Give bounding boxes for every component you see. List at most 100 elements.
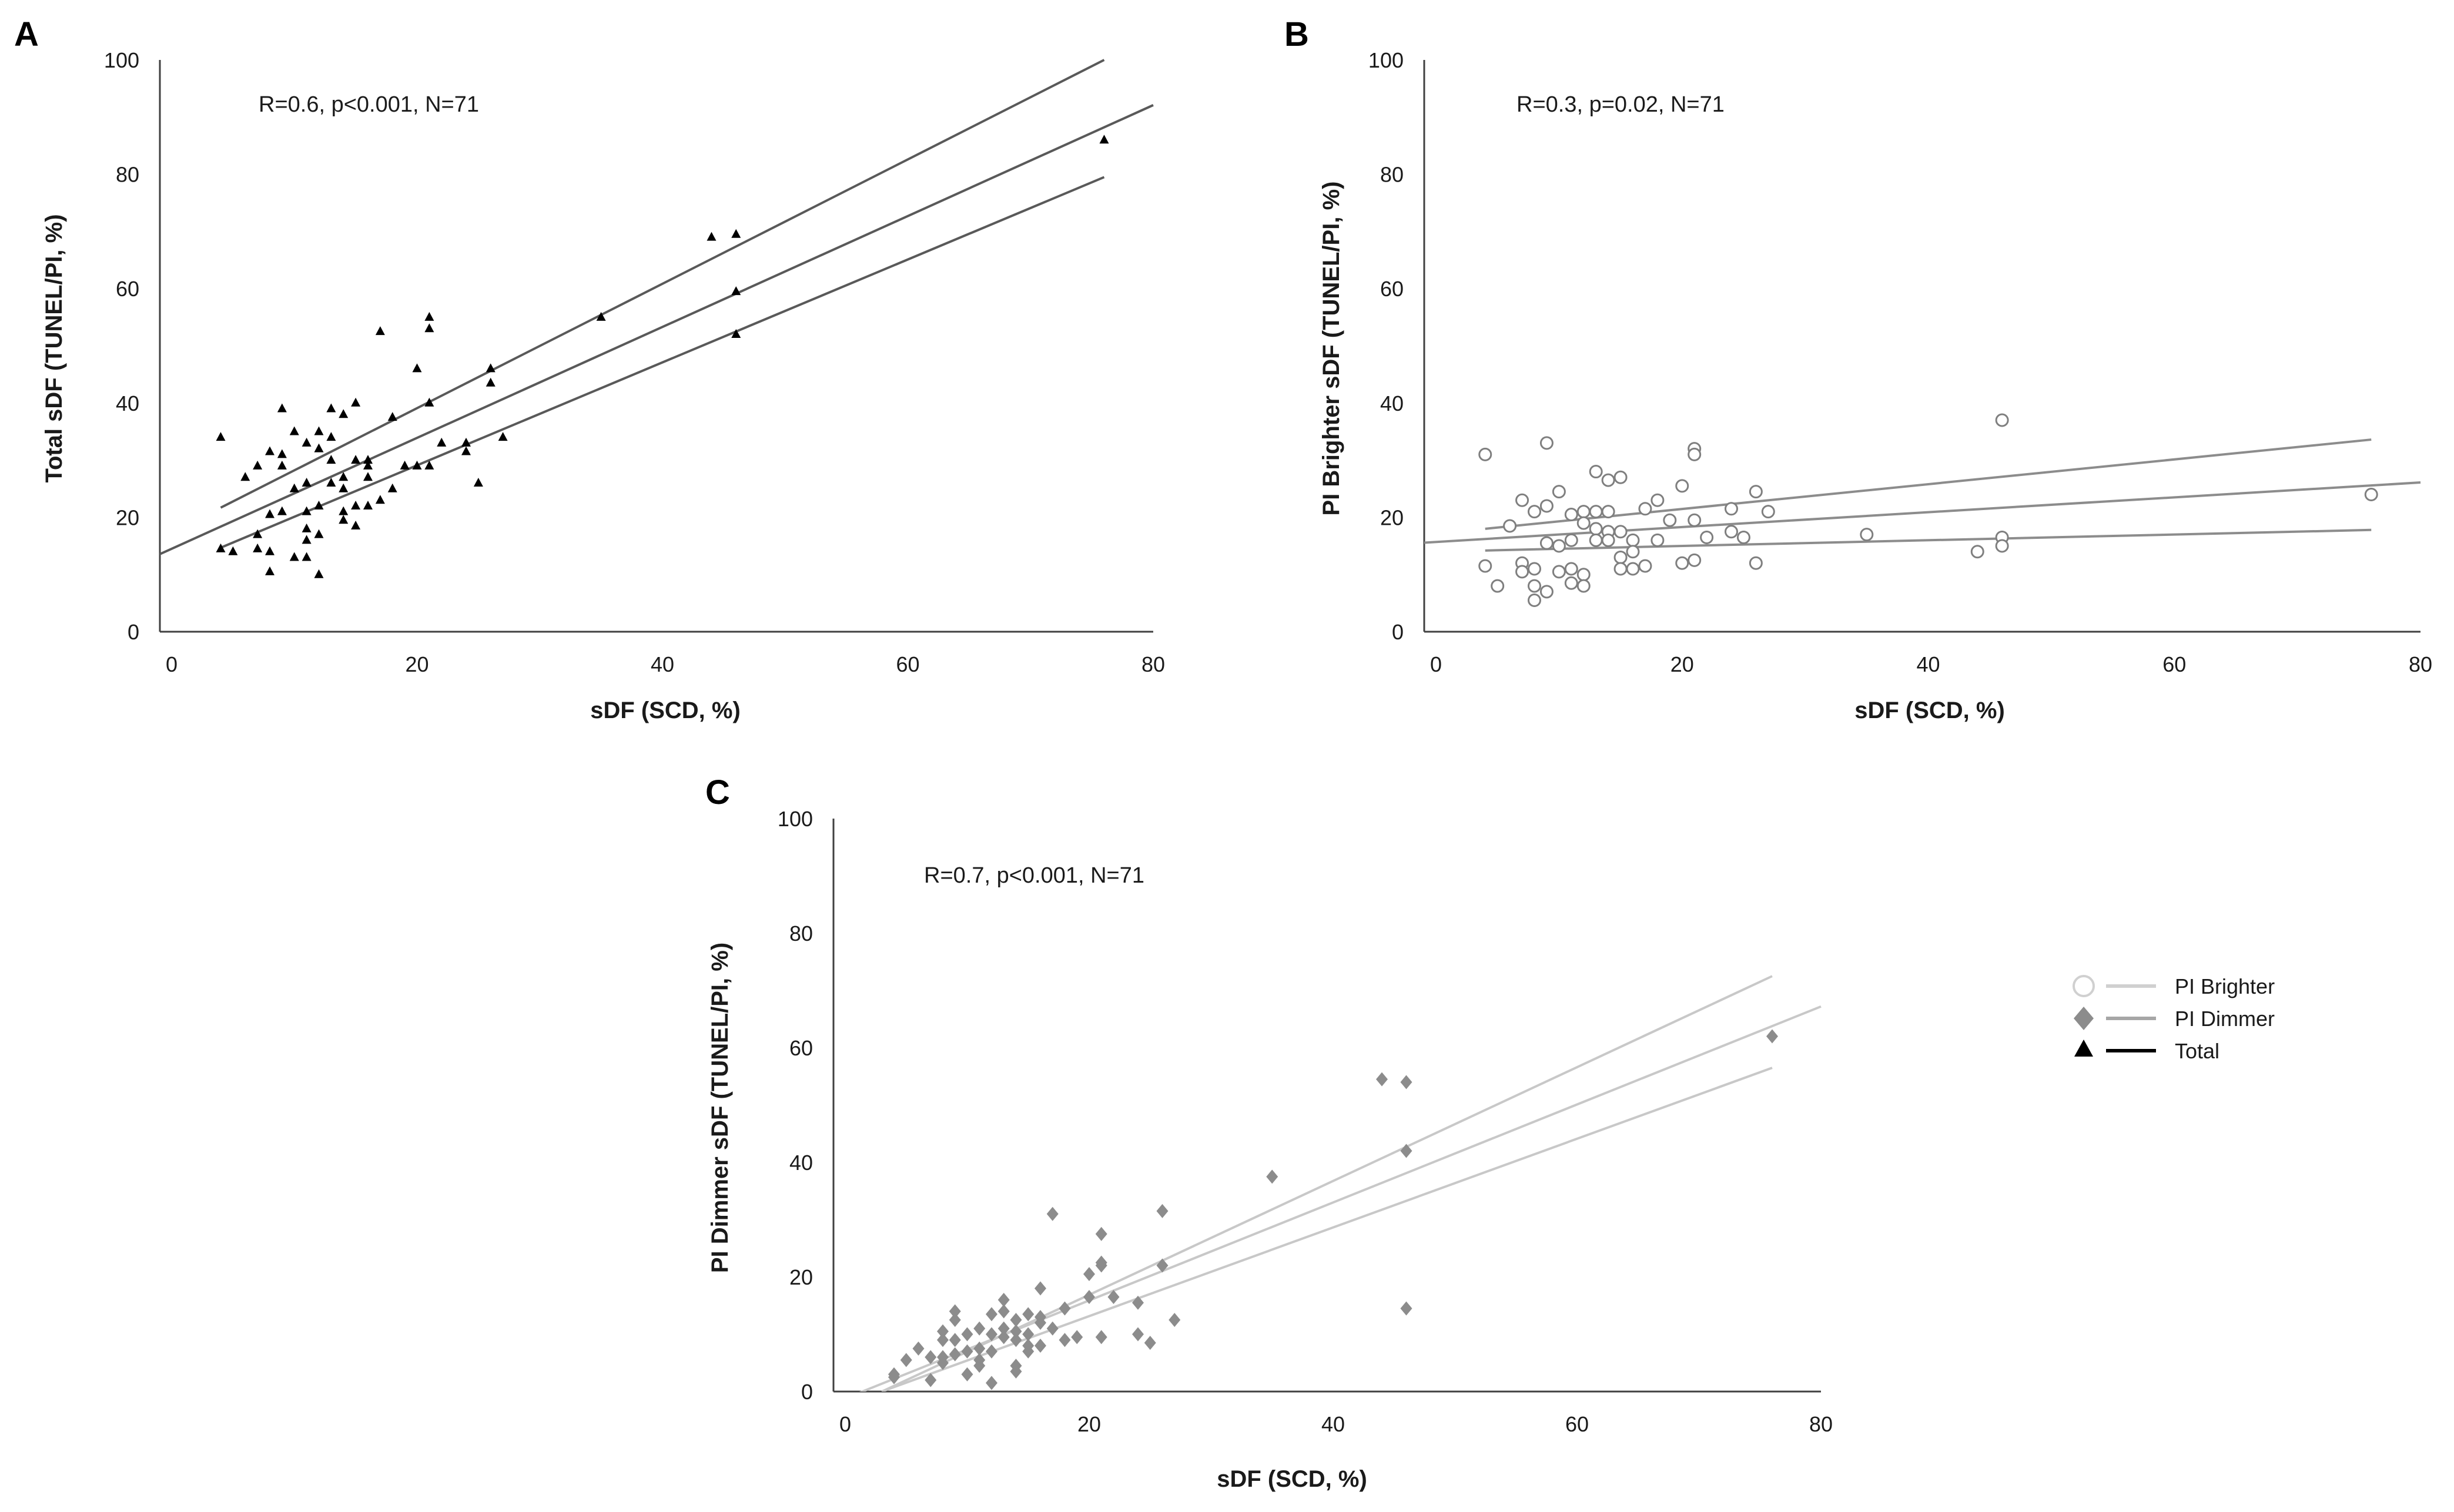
panel-c-data-point — [961, 1327, 973, 1342]
panel-c-data-point — [949, 1304, 961, 1319]
panel-b-data-point — [1736, 530, 1750, 544]
panel-b-y-tick-label: 80 — [1380, 163, 1404, 187]
panel-a-data-point — [1099, 135, 1109, 144]
panel-a-ci-lower-line — [220, 176, 1105, 549]
legend-triangle-icon — [2074, 1040, 2093, 1057]
panel-b-data-point — [1515, 493, 1529, 507]
legend-label-pi-brighter: PI Brighter — [2175, 974, 2275, 998]
panel-c-data-point — [1144, 1336, 1156, 1350]
panel-a-data-point — [351, 397, 361, 407]
panel-b-data-point — [1626, 545, 1640, 559]
panel-b-data-point — [1860, 528, 1874, 542]
panel-a-letter: A — [14, 15, 39, 53]
panel-a-data-point — [314, 529, 324, 538]
panel-a-x-tick-label: 20 — [405, 652, 428, 676]
panel-a-y-tick-label: 20 — [116, 505, 139, 529]
panel-c-data-point — [1132, 1295, 1144, 1310]
panel-a-data-point — [302, 506, 312, 515]
panel-a-data-point — [387, 412, 397, 421]
panel-a-y-tick-label: 80 — [116, 163, 139, 187]
panel-c-letter: C — [705, 773, 730, 812]
legend-item-pi-dimmer: PI Dimmer — [2074, 1007, 2275, 1031]
panel-a-data-point — [351, 520, 361, 529]
panel-c-data-point — [1169, 1313, 1181, 1327]
panel-b-data-point — [1613, 551, 1628, 565]
panel-c-data-point — [1400, 1075, 1412, 1089]
panel-c-data-point — [1022, 1327, 1035, 1342]
panel-c-data-point — [986, 1344, 997, 1359]
panel-c-annotation: R=0.7, p<0.001, N=71 — [924, 863, 1144, 888]
panel-b-data-point — [1601, 473, 1615, 487]
panel-c-data-point — [1022, 1344, 1035, 1359]
panel-a-data-point — [314, 569, 324, 578]
panel-a-data-point — [277, 449, 287, 458]
panel-b-data-point — [1725, 525, 1738, 539]
panel-b-data-point — [1539, 536, 1554, 550]
panel-c-data-point — [1059, 1333, 1071, 1347]
panel-b-data-point — [1539, 436, 1554, 450]
panel-b-data-point — [1528, 593, 1541, 607]
panel-a-data-point — [363, 472, 373, 481]
panel-a-data-point — [314, 426, 324, 435]
panel-c-data-point — [1035, 1281, 1046, 1296]
panel-b-x-tick-label: 40 — [1916, 652, 1940, 676]
panel-c-ylabel: PI Dimmer sDF (TUNEL/PI, %) — [707, 943, 733, 1273]
panel-c-data-point — [961, 1344, 973, 1359]
panel-c-data-point — [949, 1313, 961, 1327]
panel-b-data-point — [1576, 579, 1591, 593]
panel-a-data-point — [302, 535, 312, 544]
panel-a-data-point — [277, 403, 287, 413]
panel-c-data-point — [1010, 1364, 1022, 1379]
panel-a-data-point — [424, 323, 434, 333]
panel-b-data-point — [1688, 553, 1702, 567]
panel-a-data-point — [363, 500, 373, 509]
panel-a-y-tick-label: 0 — [128, 620, 139, 644]
panel-c-data-point — [1400, 1301, 1412, 1316]
panel-c-y-tick-label: 20 — [789, 1265, 813, 1289]
panel-b-plot: 0 20 40 60 80 100 0 20 40 60 80 — [1368, 48, 2432, 676]
panel-b-x-tick-label: 0 — [1430, 652, 1442, 676]
panel-c-y-tick-label: 100 — [778, 807, 813, 831]
panel-b-data-point — [1589, 522, 1603, 536]
panel-a-data-point — [277, 460, 287, 470]
panel-a-data-point — [240, 472, 250, 481]
panel-b-data-point — [1650, 533, 1665, 547]
panel-b-data-point — [1650, 493, 1665, 507]
panel-a-data-point — [216, 543, 226, 552]
panel-b-data-point — [1638, 502, 1652, 516]
panel-c-x-tick-label: 0 — [839, 1412, 851, 1436]
panel-b-data-point — [1552, 539, 1566, 553]
panel-a-data-point — [314, 443, 324, 452]
panel-a-data-point — [302, 437, 312, 447]
panel-c-data-point — [1156, 1203, 1169, 1218]
legend-label-total: Total — [2175, 1039, 2219, 1063]
panel-a-data-point — [265, 509, 274, 518]
panel-a-data-point — [253, 543, 263, 552]
panel-c-data-point — [973, 1341, 986, 1356]
panel-c-data-point — [1010, 1313, 1022, 1327]
panel-a-data-point — [326, 455, 336, 464]
panel-c-data-point — [912, 1341, 925, 1356]
panel-a-data-point — [412, 460, 422, 470]
panel-a-data-point — [265, 546, 274, 555]
panel-b-data-point — [1613, 470, 1628, 484]
legend-label-pi-dimmer: PI Dimmer — [2175, 1007, 2275, 1031]
panel-c-data-point — [949, 1333, 961, 1347]
panel-b-y-tick-label: 20 — [1380, 505, 1404, 529]
panel-b-data-point — [1700, 530, 1714, 544]
panel-b-data-point — [1528, 579, 1541, 593]
panel-b-ci-upper-line — [1485, 438, 2372, 530]
panel-b-data-point — [1564, 576, 1578, 590]
panel-a-data-point — [486, 377, 496, 387]
panel-a-data-point — [265, 446, 274, 455]
panel-c-data-point — [937, 1324, 949, 1339]
panel-b-data-point — [1613, 525, 1628, 539]
panel-c: C R=0.7, p<0.001, N=71 sDF (SCD, %) PI D… — [705, 773, 1367, 1492]
panel-c-data-point — [986, 1307, 997, 1322]
panel-c-data-point — [1266, 1169, 1278, 1184]
panel-a-data-point — [253, 460, 263, 470]
panel-c-y-tick-label: 80 — [789, 921, 813, 946]
panel-a-data-point — [339, 409, 349, 418]
panel-b: B R=0.3, p=0.02, N=71 sDF (SCD, %) PI Br… — [1284, 15, 2005, 723]
panel-c-data-point — [1010, 1333, 1022, 1347]
